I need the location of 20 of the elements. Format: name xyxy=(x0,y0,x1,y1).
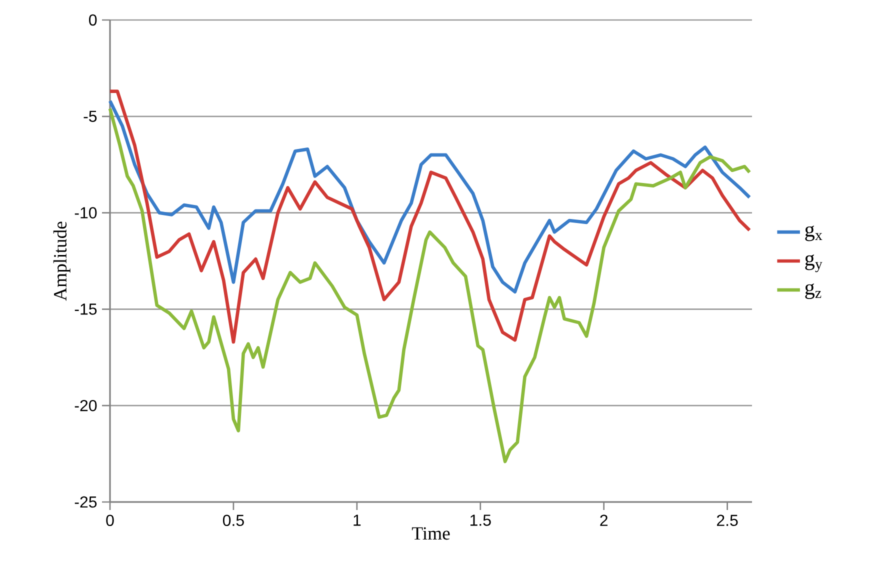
y-tick-label: 0 xyxy=(89,14,97,26)
x-tick-label: 2.5 xyxy=(716,514,738,526)
y-axis-title: Amplitude xyxy=(53,222,70,301)
legend-label: g$_{x}$ xyxy=(805,226,822,242)
line-series xyxy=(108,99,752,294)
x-tick-label: 2 xyxy=(600,514,608,526)
y-tick-label: -5 xyxy=(84,110,97,122)
y-tick-label: -10 xyxy=(74,207,97,218)
x-tick-label: 1.5 xyxy=(470,514,491,526)
x-tick-label: 0.5 xyxy=(222,514,244,526)
line-series xyxy=(108,90,752,344)
y-tick-label: -20 xyxy=(74,400,97,412)
line-series xyxy=(108,107,752,464)
x-axis-title: Time xyxy=(412,527,450,540)
y-tick-label: -15 xyxy=(74,304,97,315)
legend-label: g$_{y}$ xyxy=(805,254,822,272)
x-tick-label: 1 xyxy=(354,514,361,526)
y-tick-label: -25 xyxy=(74,496,97,508)
legend-label: g$_{z}$ xyxy=(805,283,822,300)
x-tick-label: 0 xyxy=(106,514,114,526)
